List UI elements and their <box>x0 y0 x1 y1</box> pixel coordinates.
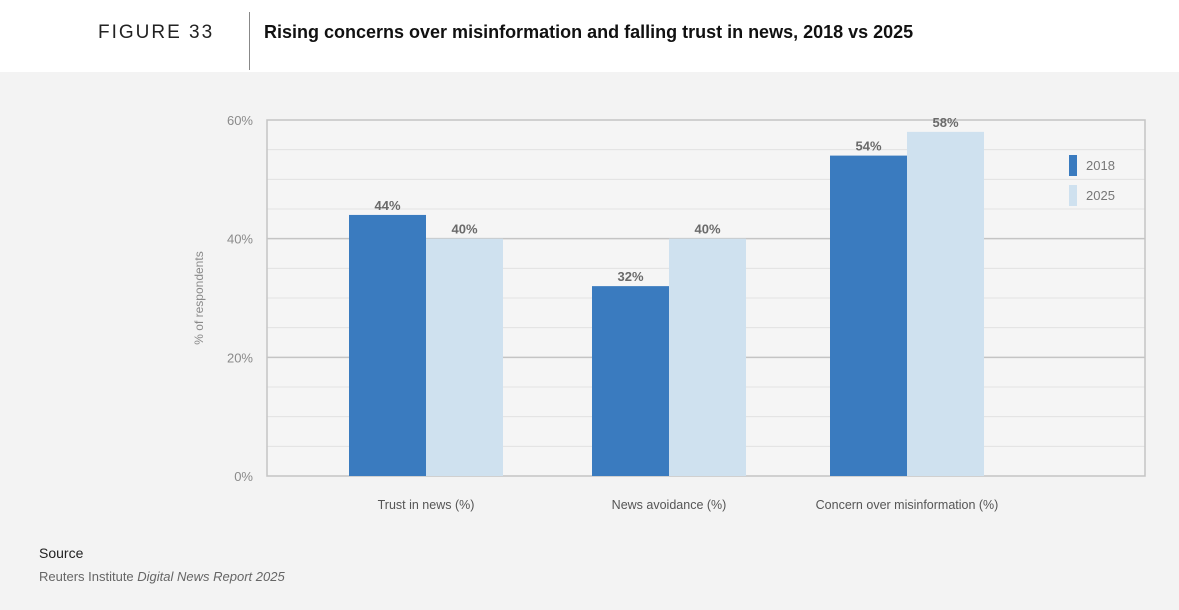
chart-title: Rising concerns over misinformation and … <box>264 22 914 42</box>
y-axis-label: % of respondents <box>192 251 206 344</box>
x-tick-label: News avoidance (%) <box>612 498 727 512</box>
legend-label: 2018 <box>1086 158 1115 173</box>
data-label: 32% <box>617 269 643 284</box>
data-label: 54% <box>855 139 881 154</box>
legend-label: 2025 <box>1086 188 1115 203</box>
y-tick-label: 0% <box>234 469 253 484</box>
header-divider <box>249 12 250 70</box>
bar-2025 <box>669 238 746 476</box>
bar-2018 <box>830 155 907 476</box>
data-label: 40% <box>451 222 477 237</box>
legend-swatch-2025 <box>1069 185 1077 206</box>
data-label: 40% <box>694 222 720 237</box>
bar-2025 <box>426 238 503 476</box>
bar-2018 <box>349 214 426 476</box>
data-label: 44% <box>374 198 400 213</box>
source-heading: Source <box>39 545 84 561</box>
y-tick-label: 60% <box>227 113 253 128</box>
y-tick-label: 20% <box>227 350 253 365</box>
source-report: Digital News Report 2025 <box>137 569 285 584</box>
x-tick-label: Trust in news (%) <box>378 498 475 512</box>
legend-swatch-2018 <box>1069 155 1077 176</box>
data-label: 58% <box>932 115 958 130</box>
bar-2018 <box>592 286 669 476</box>
header-band: FIGURE 33 Rising concerns over misinform… <box>0 0 1179 72</box>
source-text: Reuters Institute Digital News Report 20… <box>39 569 285 584</box>
y-tick-label: 40% <box>227 232 253 247</box>
source-publisher: Reuters Institute <box>39 569 138 584</box>
bar-2025 <box>907 131 984 476</box>
figure-label: FIGURE 33 <box>98 22 215 43</box>
x-tick-label: Concern over misinformation (%) <box>816 498 999 512</box>
